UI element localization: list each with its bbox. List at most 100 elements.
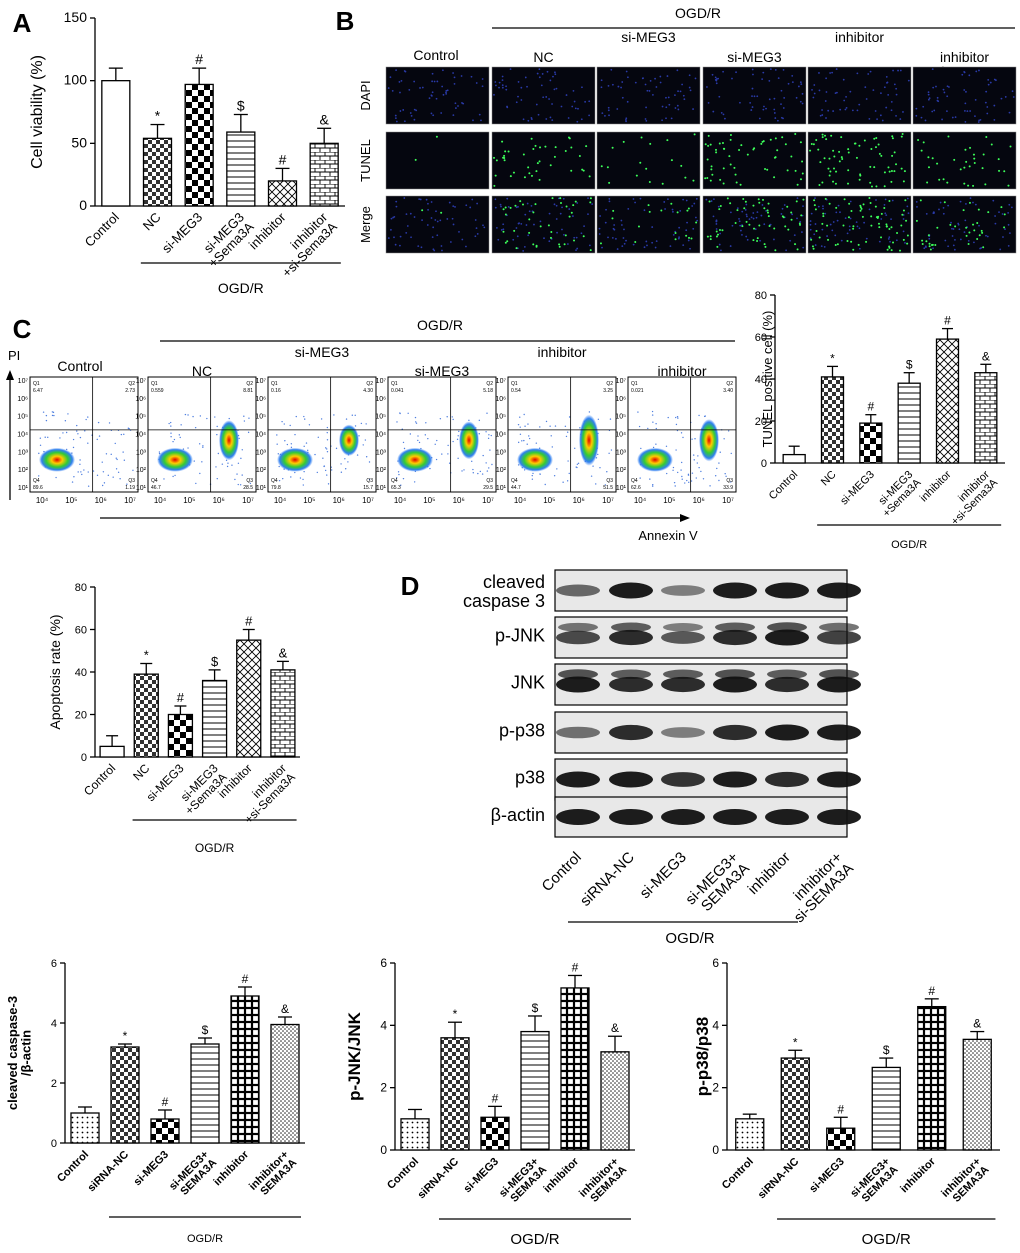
nucleus-dot (601, 246, 603, 249)
y-tick-label: 10⁶ (495, 396, 506, 403)
nucleus-dot (608, 200, 611, 203)
event-dot (360, 422, 363, 425)
nucleus-dot (953, 248, 956, 251)
nucleus-dot (395, 69, 397, 72)
x-tick-label: 10⁷ (362, 496, 374, 505)
nucleus-dot (639, 197, 642, 200)
column-label: inhibitor (537, 344, 586, 360)
tunel-dot (873, 137, 876, 140)
nucleus-dot (676, 104, 679, 107)
tunel-dot (528, 218, 531, 221)
event-dot (649, 478, 651, 480)
nucleus-dot (681, 83, 684, 86)
x-axis-label: Annexin V (638, 528, 698, 543)
event-dot (295, 415, 297, 418)
tunel-dot (892, 241, 895, 244)
nucleus-dot (555, 87, 558, 90)
nucleus-dot (474, 235, 477, 238)
event-dot (472, 468, 474, 471)
tunel-dot (863, 139, 866, 142)
nucleus-dot (454, 206, 456, 208)
nucleus-dot (834, 234, 837, 237)
nucleus-dot (844, 108, 847, 111)
tunel-dot (963, 182, 966, 185)
nucleus-dot (500, 205, 502, 208)
quadrant-value: 6.47 (33, 388, 43, 394)
tunel-dot (965, 234, 968, 237)
x-tick-label: NC (140, 210, 164, 234)
tunel-dot (850, 240, 853, 243)
tunel-dot (832, 167, 835, 170)
x-tick-label: Control (385, 1156, 421, 1192)
nucleus-dot (863, 221, 866, 224)
event-dot (723, 438, 725, 440)
nucleus-dot (951, 235, 954, 237)
event-dot (606, 471, 608, 473)
tunel-dot (745, 220, 748, 223)
nucleus-dot (762, 71, 765, 74)
population-cluster (397, 447, 433, 472)
tunel-dot (539, 225, 542, 228)
tunel-dot (920, 149, 923, 152)
protein-band (819, 669, 859, 680)
nucleus-dot (565, 94, 568, 96)
tunel-dot (896, 231, 899, 234)
nucleus-dot (801, 102, 804, 105)
tunel-dot (900, 224, 903, 227)
group-label: OGD/R (218, 280, 264, 296)
nucleus-dot (948, 86, 950, 88)
nucleus-dot (495, 84, 497, 87)
tunel-dot (985, 136, 988, 139)
tunel-dot (414, 158, 417, 161)
tunel-dot (824, 197, 827, 200)
nucleus-dot (965, 90, 967, 93)
nucleus-dot (715, 220, 718, 223)
tunel-dot (869, 201, 872, 204)
event-dot (639, 477, 641, 479)
nucleus-dot (966, 110, 969, 113)
tunel-dot (973, 229, 976, 232)
nucleus-dot (951, 116, 954, 119)
nucleus-dot (820, 245, 823, 248)
tunel-dot (811, 245, 814, 248)
plot-frame (387, 376, 497, 493)
nucleus-dot (883, 86, 886, 89)
nucleus-dot (475, 227, 478, 230)
event-dot (478, 419, 481, 422)
nucleus-dot (677, 108, 680, 111)
micrograph (912, 66, 1017, 125)
tunel-dot (670, 159, 673, 162)
event-dot (517, 423, 520, 426)
nucleus-dot (897, 69, 899, 72)
event-dot (395, 477, 398, 479)
significance-mark: & (973, 1017, 981, 1031)
nucleus-dot (403, 197, 406, 199)
nucleus-dot (975, 70, 978, 73)
event-dot (239, 484, 242, 486)
nucleus-dot (622, 237, 625, 239)
nucleus-dot (494, 198, 497, 201)
tunel-dot (810, 143, 813, 146)
tunel-dot (714, 148, 717, 151)
tunel-dot (859, 173, 862, 176)
nucleus-dot (750, 109, 753, 111)
event-dot (687, 473, 690, 476)
nucleus-dot (947, 245, 950, 248)
nucleus-dot (682, 198, 685, 201)
protein-band (558, 622, 598, 632)
nucleus-dot (581, 86, 583, 89)
nucleus-dot (621, 96, 624, 99)
nucleus-dot (801, 231, 803, 233)
population-cluster (277, 447, 313, 472)
nucleus-dot (858, 227, 861, 230)
tunel-dot (523, 176, 526, 179)
event-dot (523, 439, 525, 442)
lane-label: Control (539, 849, 585, 895)
tunel-dot (901, 213, 904, 216)
nucleus-dot (874, 110, 877, 112)
event-dot (65, 431, 68, 434)
nucleus-dot (963, 110, 966, 112)
event-dot (439, 417, 442, 420)
tunel-dot (1009, 145, 1012, 148)
